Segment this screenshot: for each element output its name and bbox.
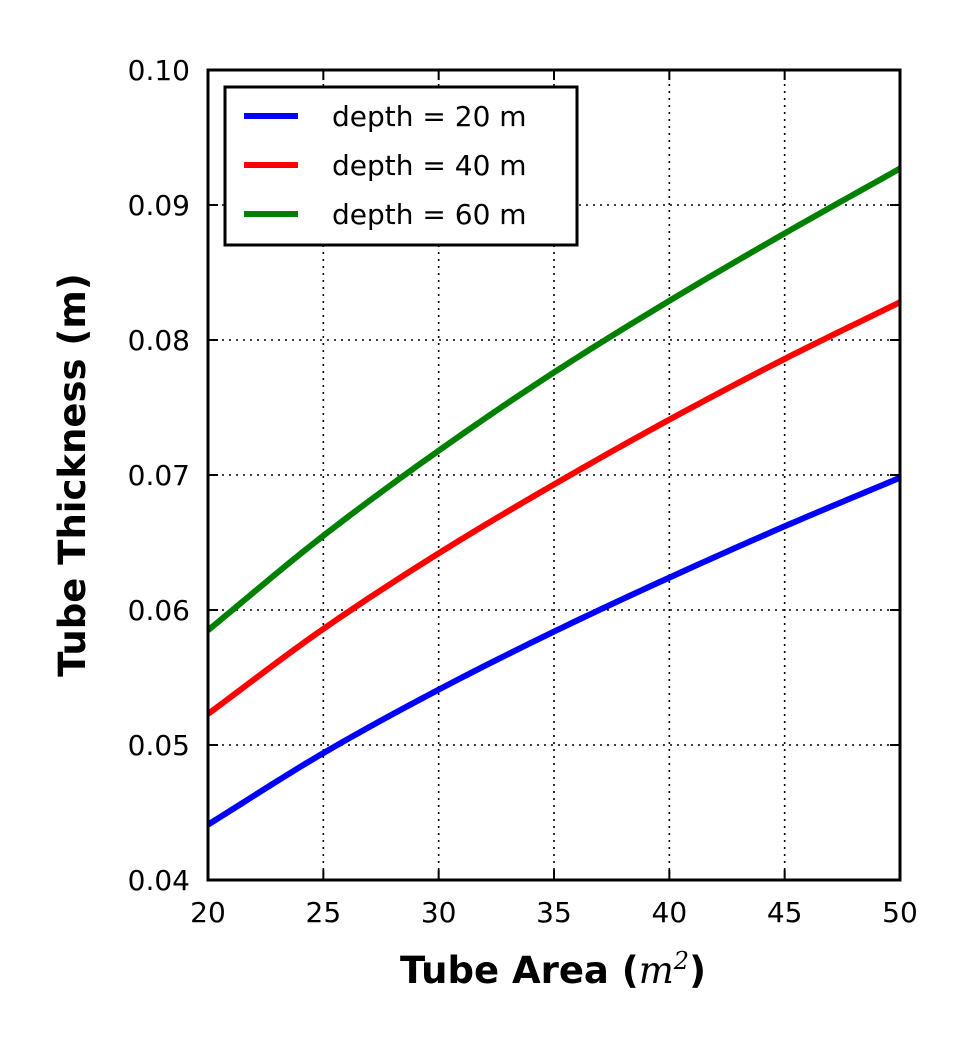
x-axis-unit-exponent: 2 [673, 947, 689, 975]
x-tick-label: 45 [767, 896, 803, 929]
series-line-1 [206, 474, 902, 828]
x-tick-label: 35 [536, 896, 572, 929]
series-line-2 [206, 299, 902, 717]
x-axis-label: Tube Area (m2) [400, 947, 706, 992]
x-axis-unit-base: m [639, 949, 674, 992]
axes-layer [206, 68, 902, 882]
y-tick-label: 0.09 [128, 189, 190, 222]
x-tick-label: 30 [421, 896, 457, 929]
legend-label-2: depth = 40 m [332, 149, 527, 182]
y-axis-label: Tube Thickness (m) [51, 273, 94, 677]
y-tick-label: 0.04 [128, 864, 190, 897]
legend-label-3: depth = 60 m [332, 198, 527, 231]
x-tick-label: 25 [306, 896, 342, 929]
y-tick-label: 0.05 [128, 729, 190, 762]
x-tick-label: 20 [190, 896, 226, 929]
y-tick-label: 0.10 [128, 54, 190, 87]
x-tick-label: 50 [882, 896, 918, 929]
legend: depth = 20 m depth = 40 m depth = 60 m [223, 85, 579, 247]
series-layer [206, 165, 902, 828]
series-line-3 [206, 165, 902, 633]
y-tick-label: 0.07 [128, 459, 190, 492]
tick-labels: 20 25 30 35 40 45 50 0.04 0.05 0.06 0.07 0.08 0.09 0.… [128, 54, 918, 929]
y-tick-label: 0.06 [128, 594, 190, 627]
legend-label-1: depth = 20 m [332, 100, 527, 133]
x-tick-label: 40 [652, 896, 688, 929]
y-tick-label: 0.08 [128, 324, 190, 357]
